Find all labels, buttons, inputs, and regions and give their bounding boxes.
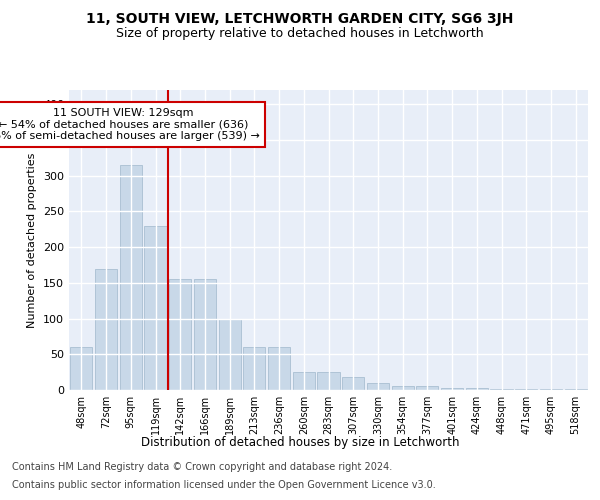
Text: Size of property relative to detached houses in Letchworth: Size of property relative to detached ho… — [116, 28, 484, 40]
Text: 11, SOUTH VIEW, LETCHWORTH GARDEN CITY, SG6 3JH: 11, SOUTH VIEW, LETCHWORTH GARDEN CITY, … — [86, 12, 514, 26]
Bar — [95, 268, 117, 390]
Bar — [392, 386, 414, 390]
Bar — [293, 372, 315, 390]
Bar — [441, 388, 463, 390]
Bar — [342, 377, 364, 390]
Bar — [70, 347, 92, 390]
Bar — [218, 318, 241, 390]
Bar — [416, 386, 439, 390]
Y-axis label: Number of detached properties: Number of detached properties — [28, 152, 37, 328]
Bar — [268, 347, 290, 390]
Bar — [490, 388, 512, 390]
Bar — [145, 226, 167, 390]
Bar — [169, 280, 191, 390]
Bar — [194, 280, 216, 390]
Text: Distribution of detached houses by size in Letchworth: Distribution of detached houses by size … — [141, 436, 459, 449]
Bar — [317, 372, 340, 390]
Bar — [466, 388, 488, 390]
Text: Contains HM Land Registry data © Crown copyright and database right 2024.: Contains HM Land Registry data © Crown c… — [12, 462, 392, 472]
Bar — [243, 347, 265, 390]
Bar — [367, 383, 389, 390]
Bar — [515, 388, 538, 390]
Text: 11 SOUTH VIEW: 129sqm
← 54% of detached houses are smaller (636)
46% of semi-det: 11 SOUTH VIEW: 129sqm ← 54% of detached … — [0, 108, 260, 141]
Bar — [119, 165, 142, 390]
Text: Contains public sector information licensed under the Open Government Licence v3: Contains public sector information licen… — [12, 480, 436, 490]
